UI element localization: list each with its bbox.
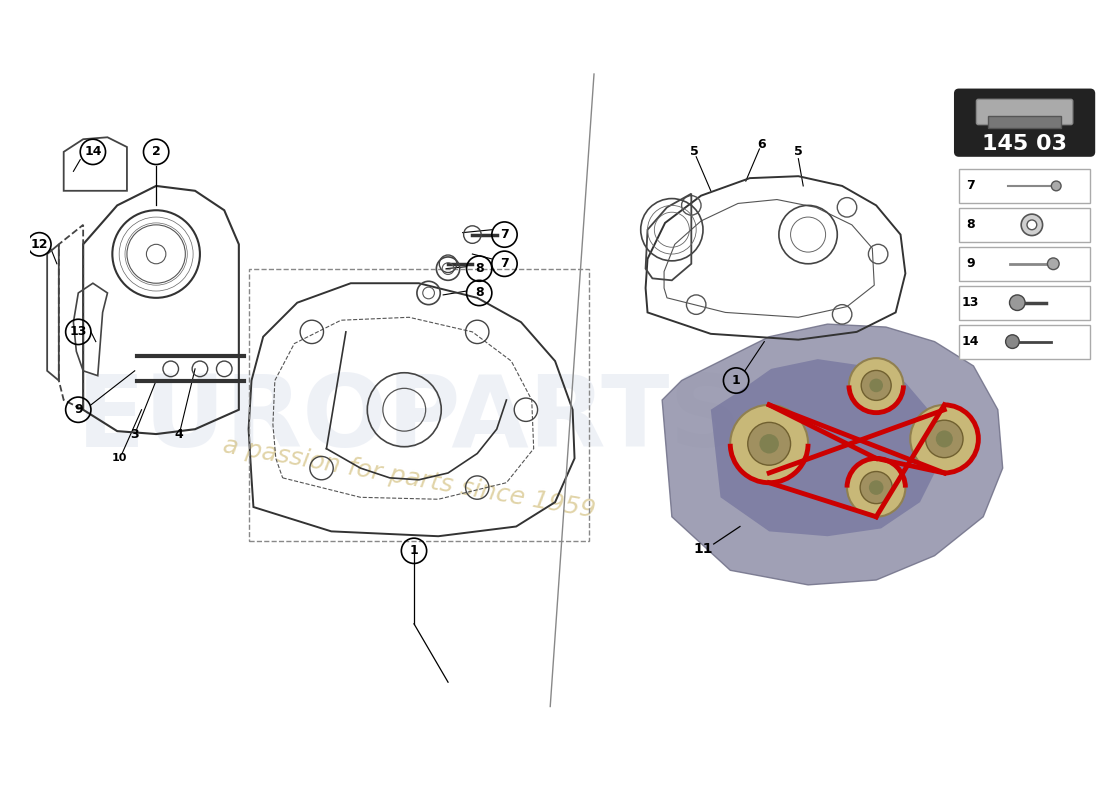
Text: a passion for parts since 1959: a passion for parts since 1959 — [221, 434, 597, 522]
FancyBboxPatch shape — [959, 169, 1090, 203]
FancyBboxPatch shape — [959, 208, 1090, 242]
Text: 7: 7 — [966, 179, 975, 193]
Circle shape — [911, 405, 978, 473]
Text: 10: 10 — [111, 454, 126, 463]
Circle shape — [936, 430, 953, 447]
Circle shape — [861, 370, 891, 400]
Text: 8: 8 — [966, 218, 975, 231]
Text: 9: 9 — [966, 258, 975, 270]
Circle shape — [925, 420, 962, 458]
Circle shape — [748, 422, 791, 465]
Text: 12: 12 — [31, 238, 48, 251]
Text: 4: 4 — [174, 427, 183, 441]
Text: 5: 5 — [690, 146, 698, 158]
Circle shape — [849, 358, 903, 413]
FancyBboxPatch shape — [988, 116, 1062, 127]
Circle shape — [869, 480, 883, 495]
Circle shape — [730, 405, 808, 482]
Circle shape — [1021, 214, 1043, 235]
Circle shape — [1010, 295, 1025, 310]
Text: EUROPARTS: EUROPARTS — [76, 371, 741, 468]
Text: 1: 1 — [732, 374, 740, 387]
Circle shape — [847, 458, 905, 517]
FancyBboxPatch shape — [959, 286, 1090, 320]
Text: 8: 8 — [475, 286, 484, 299]
FancyBboxPatch shape — [955, 90, 1094, 156]
Text: 14: 14 — [84, 146, 101, 158]
Circle shape — [1005, 335, 1020, 349]
Polygon shape — [662, 324, 1003, 585]
Text: 6: 6 — [757, 138, 766, 150]
Circle shape — [869, 378, 883, 392]
Circle shape — [860, 471, 892, 504]
Text: 5: 5 — [794, 146, 803, 158]
Text: 8: 8 — [475, 262, 484, 275]
Text: 7: 7 — [500, 228, 509, 241]
Text: 3: 3 — [131, 427, 139, 441]
Text: 13: 13 — [69, 326, 87, 338]
FancyBboxPatch shape — [977, 99, 1072, 125]
Circle shape — [759, 434, 779, 454]
FancyBboxPatch shape — [959, 325, 1090, 358]
Text: 145 03: 145 03 — [982, 134, 1067, 154]
Circle shape — [1027, 220, 1037, 230]
Text: 2: 2 — [152, 146, 161, 158]
Text: 9: 9 — [74, 403, 82, 416]
Text: 11: 11 — [693, 542, 713, 556]
Circle shape — [1052, 181, 1062, 190]
Text: 7: 7 — [500, 258, 509, 270]
Text: 13: 13 — [961, 296, 979, 309]
Polygon shape — [711, 359, 939, 536]
Text: 14: 14 — [961, 335, 979, 348]
FancyBboxPatch shape — [959, 246, 1090, 281]
Text: 1: 1 — [409, 544, 418, 558]
Circle shape — [1047, 258, 1059, 270]
